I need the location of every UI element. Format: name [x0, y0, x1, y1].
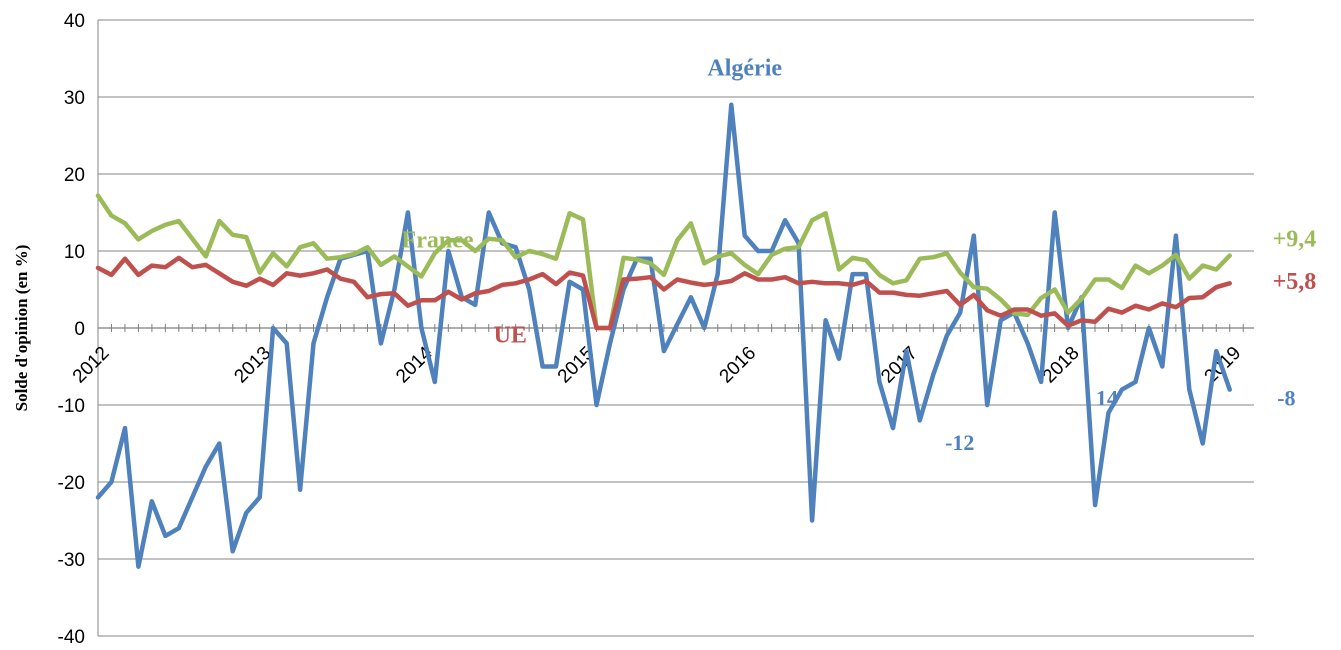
series-line-2 [95, 193, 1232, 331]
y-tick-label: -40 [58, 627, 85, 648]
y-tick-label: -20 [58, 473, 85, 494]
y-axis-label: Solde d'opinion (en %) [12, 245, 31, 412]
annotation-label: UE [494, 323, 527, 349]
x-tick-label: 2012 [69, 343, 114, 388]
y-tick-label: -30 [58, 550, 85, 571]
series-line-1 [95, 102, 1232, 569]
annotation-label: -12 [945, 430, 974, 455]
annotations: Algérie France UE +9,4 +5,8 -8 -12 14 [402, 56, 1317, 456]
x-tick-labels: 2012 2013 2014 2015 2016 2017 2018 2019 [69, 342, 1245, 387]
y-tick-label: 30 [64, 88, 85, 109]
annotation-label: -8 [1277, 385, 1295, 410]
y-tick-label: 40 [64, 11, 85, 32]
x-tick-label: 2016 [716, 343, 761, 388]
annotation-label: France [402, 227, 474, 253]
y-tick-labels: -40 -30 -20 -10 0 10 20 30 40 [58, 11, 85, 648]
annotation-label: +5,8 [1273, 269, 1317, 295]
y-tick-label: 0 [74, 319, 85, 340]
series-lines [95, 102, 1232, 569]
annotation-label: Algérie [707, 56, 782, 82]
y-tick-label: 20 [64, 165, 85, 186]
annotation-label: 14 [1096, 385, 1118, 410]
y-tick-label: -10 [58, 396, 85, 417]
annotation-label: +9,4 [1273, 226, 1317, 252]
y-tick-label: 10 [64, 242, 85, 263]
series-line-3 [95, 255, 1232, 331]
